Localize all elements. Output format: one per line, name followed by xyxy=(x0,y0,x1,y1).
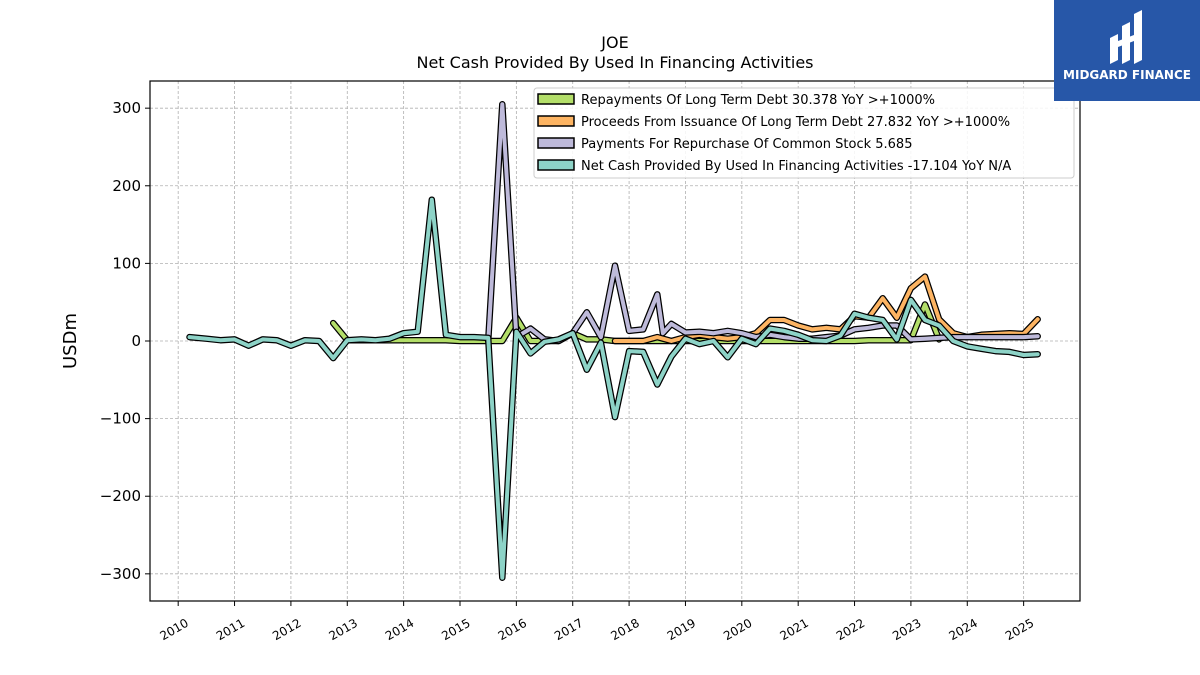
chart-subtitle: Net Cash Provided By Used In Financing A… xyxy=(416,53,813,72)
x-tick-label: 2024 xyxy=(947,616,980,643)
legend-swatch xyxy=(537,115,575,127)
series-lines xyxy=(186,101,1041,581)
x-tick-label: 2022 xyxy=(834,616,867,643)
x-tick-label: 2025 xyxy=(1003,616,1036,643)
x-tick-label: 2014 xyxy=(383,616,416,643)
midgard-logo-icon xyxy=(1110,10,1142,64)
brand-logo: MIDGARD FINANCE xyxy=(1054,0,1200,101)
x-tick-label: 2012 xyxy=(270,616,303,643)
chart-title: JOE xyxy=(600,33,628,52)
series-line-2 xyxy=(486,102,1040,343)
x-tick-label: 2021 xyxy=(777,616,810,643)
legend-box xyxy=(533,87,1075,179)
y-axis-label: USDm xyxy=(60,313,81,369)
y-tick-label: 200 xyxy=(112,177,141,195)
legend-swatch xyxy=(537,159,575,171)
series-outline-3 xyxy=(186,196,1041,581)
x-axis: 2010 2011 2012 2013 2014 2015 2016 2017 2018 2019… xyxy=(157,601,1036,643)
legend-entry-label: Net Cash Provided By Used In Financing A… xyxy=(581,159,1011,174)
y-tick-label: 100 xyxy=(112,254,141,272)
x-tick-label: 2018 xyxy=(608,616,641,643)
x-tick-label: 2019 xyxy=(665,616,698,643)
logo-text: MIDGARD FINANCE xyxy=(1063,68,1191,82)
x-tick-label: 2020 xyxy=(721,616,754,643)
y-axis: 300 200 100 0 −100 −200 −300 xyxy=(100,99,150,583)
legend-swatch xyxy=(537,137,575,149)
y-tick-label: 0 xyxy=(131,332,141,350)
y-tick-label: −200 xyxy=(100,487,141,505)
x-tick-label: 2017 xyxy=(552,616,585,643)
x-tick-label: 2016 xyxy=(496,616,529,643)
y-tick-label: −100 xyxy=(100,410,141,428)
legend: Repayments Of Long Term Debt 30.378 YoY … xyxy=(533,87,1075,179)
x-tick-label: 2015 xyxy=(439,616,472,643)
x-tick-label: 2010 xyxy=(157,616,190,643)
y-tick-label: −300 xyxy=(100,565,141,583)
x-tick-label: 2023 xyxy=(890,616,923,643)
series-line-3 xyxy=(187,197,1040,580)
legend-entry-label: Proceeds From Issuance Of Long Term Debt… xyxy=(581,115,1010,130)
x-tick-label: 2013 xyxy=(327,616,360,643)
x-tick-label: 2011 xyxy=(214,616,247,643)
y-tick-label: 300 xyxy=(112,99,141,117)
legend-entry-label: Payments For Repurchase Of Common Stock … xyxy=(581,137,912,152)
legend-swatch xyxy=(537,93,575,105)
legend-entry-label: Repayments Of Long Term Debt 30.378 YoY … xyxy=(581,93,935,108)
